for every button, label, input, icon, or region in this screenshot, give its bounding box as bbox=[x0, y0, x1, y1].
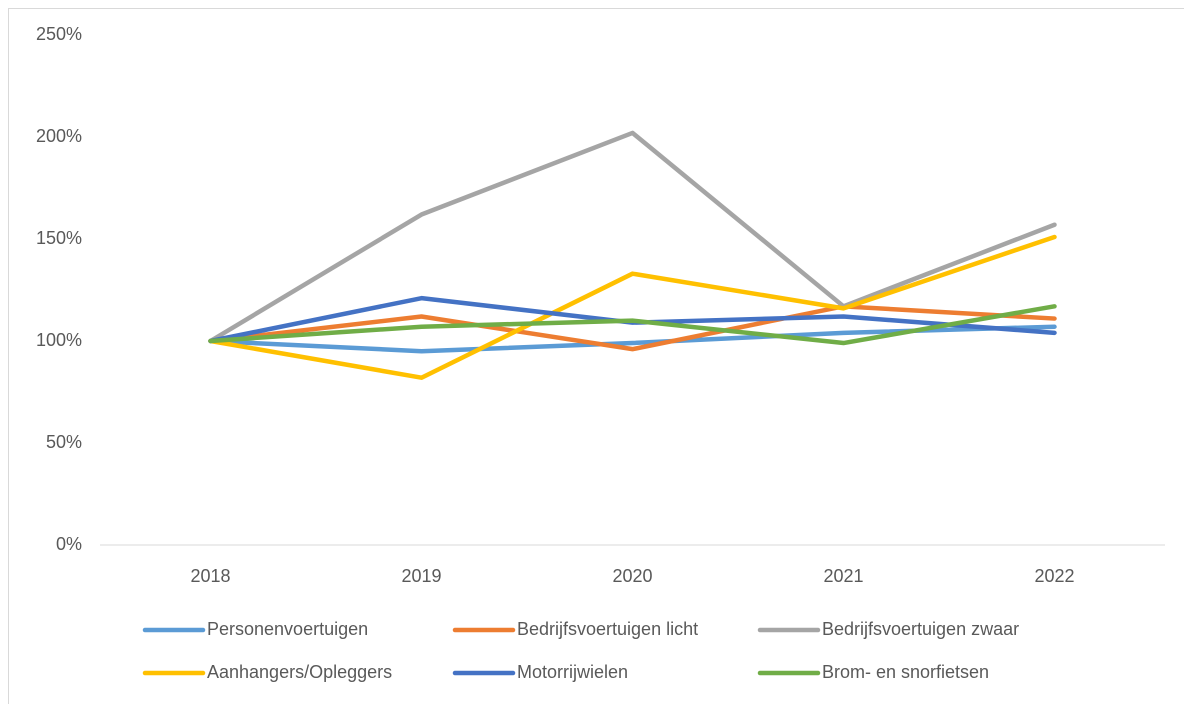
x-tick-label: 2022 bbox=[1034, 566, 1074, 586]
legend-label: Bedrijfsvoertuigen zwaar bbox=[822, 619, 1019, 639]
legend-label: Bedrijfsvoertuigen licht bbox=[517, 619, 698, 639]
x-tick-label: 2020 bbox=[612, 566, 652, 586]
legend-label: Motorrijwielen bbox=[517, 662, 628, 682]
chart-border bbox=[8, 8, 1184, 704]
legend-label: Aanhangers/Opleggers bbox=[207, 662, 392, 682]
x-tick-label: 2018 bbox=[190, 566, 230, 586]
series-line bbox=[208, 234, 1057, 380]
x-tick-label: 2019 bbox=[401, 566, 441, 586]
legend-label: Brom- en snorfietsen bbox=[822, 662, 989, 682]
y-tick-label: 150% bbox=[36, 228, 82, 248]
y-tick-label: 100% bbox=[36, 330, 82, 350]
series-line bbox=[208, 304, 1057, 346]
y-tick-label: 200% bbox=[36, 126, 82, 146]
y-tick-label: 0% bbox=[56, 534, 82, 554]
series-line bbox=[208, 130, 1057, 344]
y-tick-label: 50% bbox=[46, 432, 82, 452]
series-line bbox=[208, 304, 1057, 352]
y-tick-label: 250% bbox=[36, 24, 82, 44]
legend-label: Personenvoertuigen bbox=[207, 619, 368, 639]
x-tick-label: 2021 bbox=[823, 566, 863, 586]
